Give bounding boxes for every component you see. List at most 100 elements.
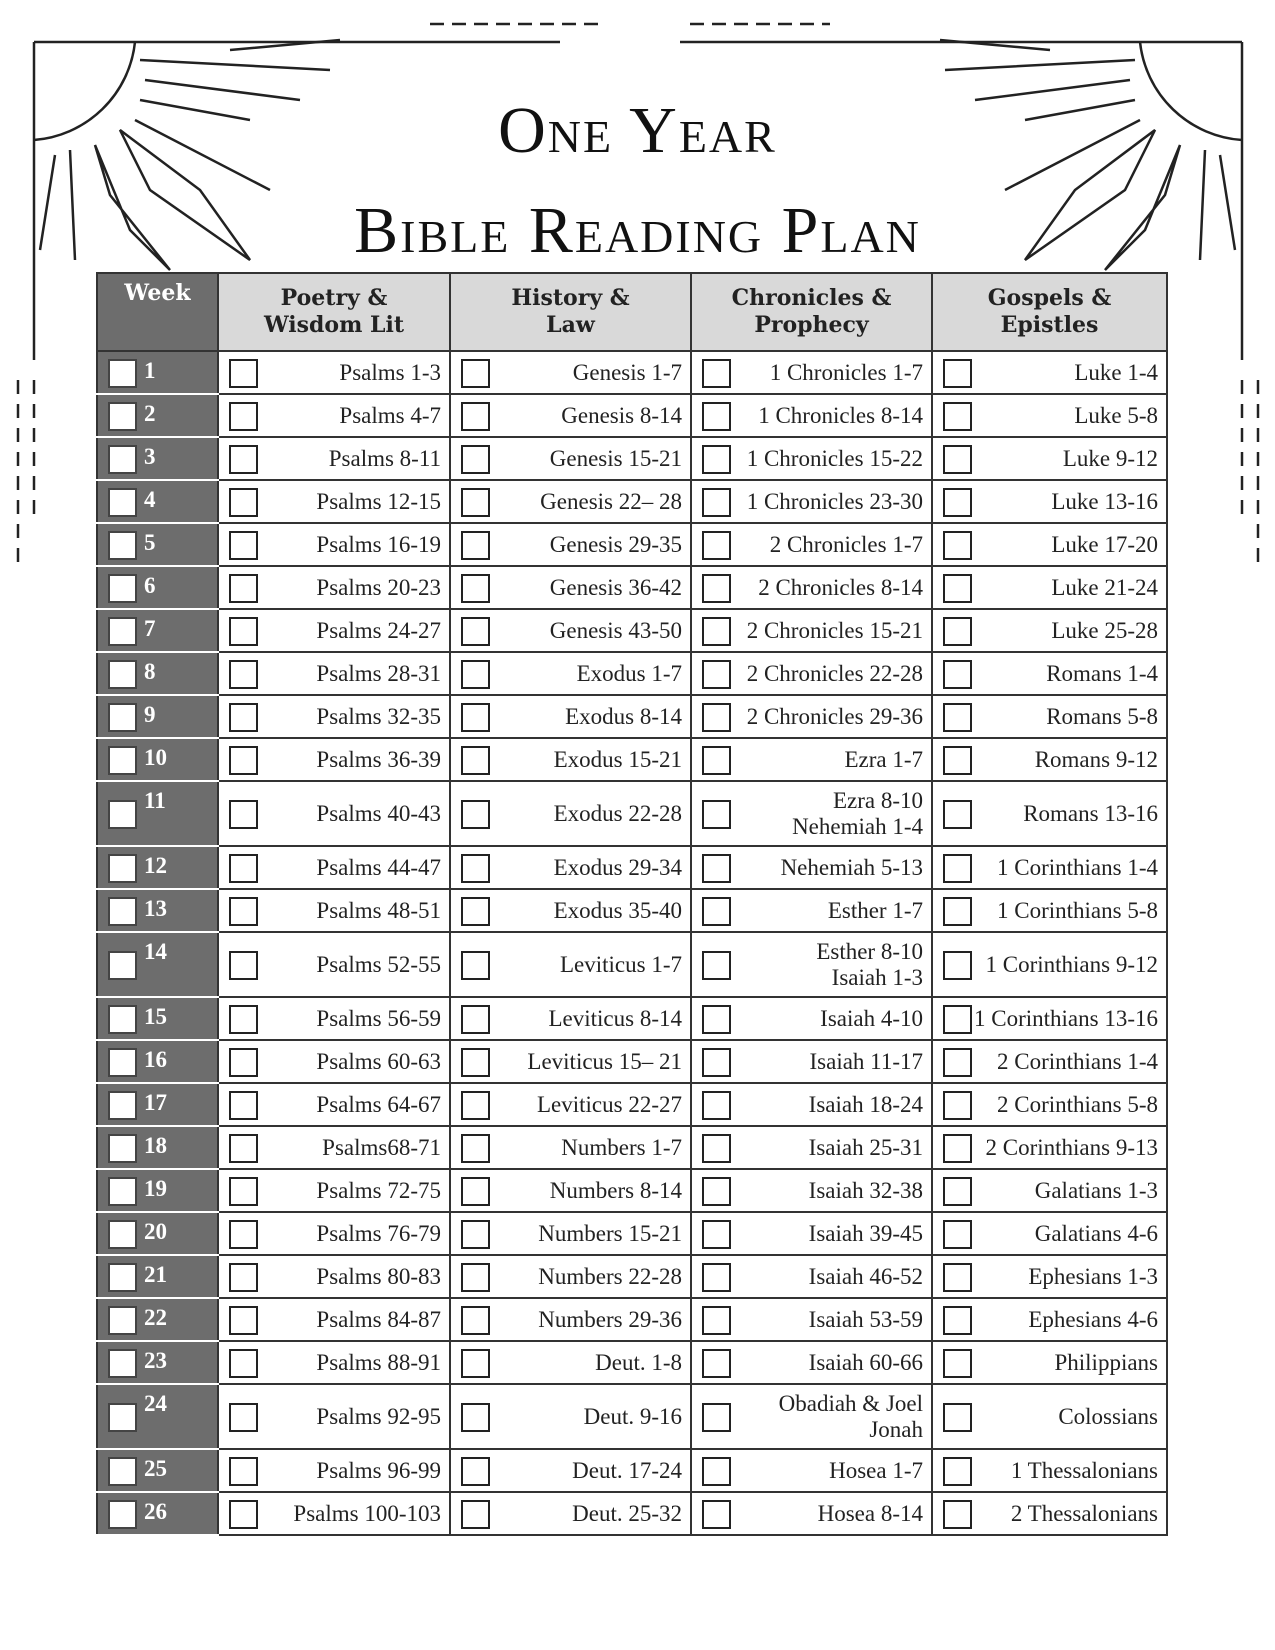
reading-text: 2 Corinthians 5-8 [997,1091,1158,1117]
week-number: 12 [144,853,167,878]
reading-cell: Psalms 20-23 [217,565,451,610]
checkbox [108,1133,137,1163]
reading-text: Numbers 15-21 [538,1220,682,1246]
reading-text: Psalms 4-7 [339,402,441,428]
reading-cell: Isaiah 39-45 [690,1211,933,1256]
reading-cell: Psalms 88-91 [217,1340,451,1385]
reading-text: Leviticus 15– 21 [527,1048,682,1074]
checkbox [229,444,258,474]
reading-cell: Exodus 15-21 [449,737,692,782]
reading-text: Psalms 48-51 [316,897,441,923]
reading-cell: 1 Corinthians 9-12 [931,931,1168,998]
reading-cell: 2 Corinthians 1-4 [931,1039,1168,1084]
checkbox [702,530,731,560]
column-header: History & Law [449,272,692,352]
checkbox [229,1004,258,1034]
checkbox [943,1004,972,1034]
week-number: 25 [144,1456,167,1481]
reading-cell: 2 Chronicles 8-14 [690,565,933,610]
checkbox [229,1219,258,1249]
week-number: 22 [144,1305,167,1330]
checkbox [461,1176,490,1206]
checkbox [702,1219,731,1249]
checkbox [461,853,490,883]
checkbox [943,1176,972,1206]
reading-text: 2 Corinthians 1-4 [997,1048,1158,1074]
reading-cell: 1 Corinthians 13-16 [931,996,1168,1041]
reading-cell: Psalms 16-19 [217,522,451,567]
reading-text: Isaiah 11-17 [809,1048,923,1074]
checkbox [461,1348,490,1378]
week-cell: 13 [96,888,219,933]
reading-text: Esther 8-10 Isaiah 1-3 [816,939,923,990]
checkbox [943,444,972,474]
reading-text: Exodus 35-40 [553,897,682,923]
reading-cell: Deut. 25-32 [449,1491,692,1536]
reading-cell: Esther 8-10 Isaiah 1-3 [690,931,933,998]
reading-text: Psalms 44-47 [316,854,441,880]
checkbox [702,401,731,431]
checkbox [108,702,137,732]
checkbox [108,1176,137,1206]
reading-text: Deut. 17-24 [572,1457,682,1483]
week-number: 5 [144,530,156,555]
reading-text: Luke 21-24 [1051,574,1158,600]
reading-cell: Psalms 76-79 [217,1211,451,1256]
checkbox [229,1090,258,1120]
reading-cell: Psalms 84-87 [217,1297,451,1342]
checkbox [943,358,972,388]
reading-cell: 2 Chronicles 1-7 [690,522,933,567]
checkbox [702,1402,731,1432]
checkbox [702,1262,731,1292]
checkbox [702,487,731,517]
week-number: 16 [144,1047,167,1072]
reading-cell: Obadiah & Joel Jonah [690,1383,933,1450]
reading-cell: Psalms 28-31 [217,651,451,696]
reading-cell: 1 Chronicles 23-30 [690,479,933,524]
reading-text: 2 Thessalonians [1010,1500,1158,1526]
checkbox [229,745,258,775]
checkbox [461,1090,490,1120]
checkbox [943,702,972,732]
reading-text: 2 Corinthians 9-13 [985,1134,1159,1160]
checkbox [229,573,258,603]
reading-text: Deut. 1-8 [595,1349,682,1375]
reading-cell: Numbers 22-28 [449,1254,692,1299]
reading-cell: 2 Chronicles 29-36 [690,694,933,739]
reading-text: Genesis 22– 28 [540,488,682,514]
reading-text: Psalms68-71 [322,1134,441,1160]
week-number: 14 [144,939,167,964]
checkbox [229,487,258,517]
reading-cell: Genesis 15-21 [449,436,692,481]
week-number: 15 [144,1004,167,1029]
reading-text: Psalms 28-31 [316,660,441,686]
checkbox [108,401,137,431]
reading-cell: Leviticus 1-7 [449,931,692,998]
checkbox [229,853,258,883]
checkbox [943,659,972,689]
checkbox [108,1499,137,1529]
checkbox [461,1402,490,1432]
reading-cell: Luke 9-12 [931,436,1168,481]
reading-cell: Psalms 12-15 [217,479,451,524]
reading-cell: 2 Chronicles 22-28 [690,651,933,696]
checkbox [943,799,972,829]
week-number: 6 [144,573,156,598]
reading-text: Leviticus 1-7 [560,951,682,977]
checkbox [108,358,137,388]
reading-text: Romans 5-8 [1046,703,1158,729]
reading-text: 1 Corinthians 1-4 [997,854,1158,880]
reading-text: Isaiah 53-59 [808,1306,923,1332]
reading-text: Numbers 29-36 [538,1306,682,1332]
week-cell: 17 [96,1082,219,1127]
checkbox [702,1499,731,1529]
reading-cell: Romans 1-4 [931,651,1168,696]
checkbox [943,1348,972,1378]
reading-table: Week Poetry & Wisdom Lit History & Law Chro… [96,272,1168,1536]
week-row: 2 Psalms 4-7 Genesis 8-14 1 Chronicles 8-14… [96,393,1168,438]
checkbox [108,950,137,980]
checkbox [229,358,258,388]
reading-text: Isaiah 46-52 [808,1263,923,1289]
week-cell: 8 [96,651,219,696]
